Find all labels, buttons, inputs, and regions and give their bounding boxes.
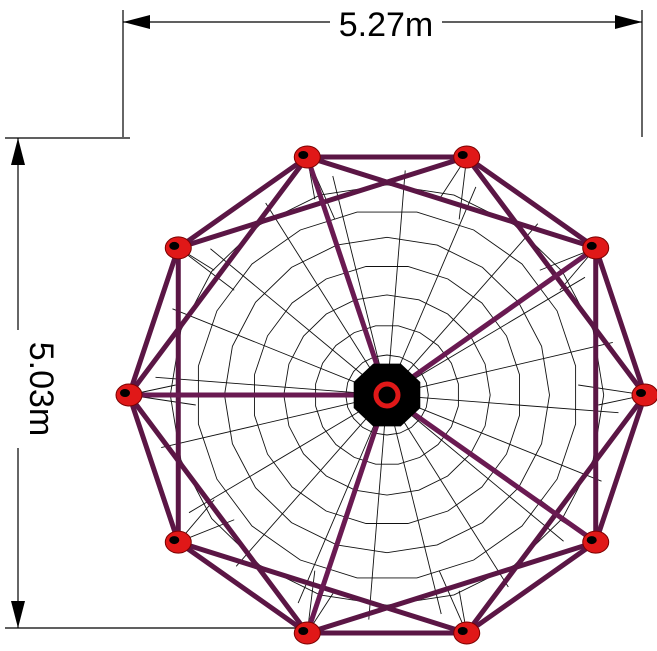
net-ring bbox=[197, 211, 577, 579]
hub-plate bbox=[353, 363, 421, 427]
net-radial bbox=[392, 419, 442, 615]
net-radial bbox=[412, 396, 619, 414]
net-radial bbox=[403, 223, 539, 377]
spoke-pole bbox=[384, 245, 599, 398]
net-radial bbox=[408, 276, 586, 383]
spoke-pole bbox=[304, 154, 390, 398]
net-ring bbox=[254, 266, 520, 524]
net-radial bbox=[406, 410, 564, 542]
net-radial bbox=[188, 407, 366, 514]
frame-node bbox=[453, 145, 481, 169]
net-radial bbox=[265, 202, 374, 374]
spoke-pole bbox=[384, 392, 599, 545]
arrowhead-left bbox=[123, 15, 150, 29]
net-radial bbox=[400, 416, 509, 588]
center-hub bbox=[353, 363, 421, 427]
net-radial bbox=[411, 341, 613, 390]
net-radial bbox=[297, 417, 378, 604]
frame-node bbox=[164, 236, 192, 260]
net-radial bbox=[210, 248, 368, 380]
frame-edge bbox=[464, 539, 599, 636]
width-dimension: 5.27m bbox=[122, 5, 643, 137]
frame-node bbox=[164, 530, 192, 554]
spoke-pole bbox=[304, 392, 390, 636]
height-label: 5.03m bbox=[22, 342, 60, 437]
frame-node bbox=[293, 621, 321, 645]
height-dimension: 5.03m bbox=[0, 137, 300, 629]
arrowhead-bottom bbox=[11, 601, 25, 628]
frame-edge bbox=[126, 245, 181, 398]
frame-chord bbox=[126, 392, 310, 636]
frame-edge bbox=[175, 154, 310, 251]
net-radial bbox=[368, 419, 386, 620]
arrowhead-right bbox=[615, 15, 642, 29]
frame-edge bbox=[464, 154, 599, 251]
net-radial bbox=[161, 400, 363, 449]
frame-node bbox=[115, 383, 143, 407]
frame-node bbox=[453, 621, 481, 645]
frame-edge bbox=[126, 392, 181, 545]
net-radial bbox=[155, 376, 362, 394]
frame-node bbox=[582, 530, 610, 554]
frame-chord bbox=[304, 154, 599, 251]
net-radial bbox=[172, 308, 364, 386]
frame-nodes bbox=[115, 145, 657, 645]
arrowhead-top bbox=[11, 138, 25, 165]
frame-node bbox=[631, 383, 657, 407]
net-ring bbox=[345, 354, 429, 436]
spoke-poles bbox=[126, 154, 599, 636]
net-radial bbox=[396, 186, 477, 373]
frame-chord bbox=[126, 154, 310, 398]
net-ring bbox=[315, 325, 459, 465]
frame-edge bbox=[593, 392, 648, 545]
net-radial bbox=[235, 413, 371, 567]
net-radial bbox=[388, 170, 406, 371]
frame-node bbox=[293, 145, 321, 169]
frame-node bbox=[582, 236, 610, 260]
frame-edge bbox=[175, 539, 310, 636]
hub-ring bbox=[373, 381, 401, 409]
net-radial bbox=[332, 175, 382, 371]
net-ring bbox=[283, 294, 491, 496]
width-label: 5.27m bbox=[339, 6, 434, 44]
frame-chord bbox=[304, 539, 599, 636]
net-ring bbox=[224, 236, 550, 554]
net-radial bbox=[410, 404, 602, 482]
frame-edge bbox=[593, 245, 648, 398]
rope-net bbox=[128, 156, 646, 634]
